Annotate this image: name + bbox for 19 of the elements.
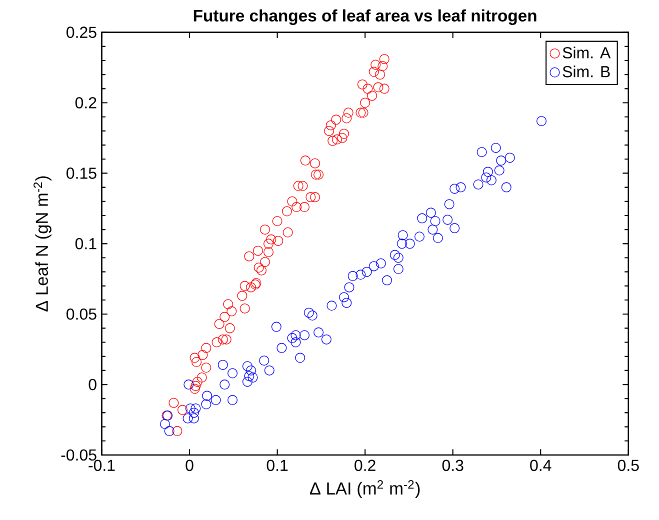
x-tick-label: 0 bbox=[186, 460, 194, 472]
x-tick-label: 0.5 bbox=[618, 460, 639, 472]
x-tick-label: 0.3 bbox=[442, 460, 464, 472]
y-tick-label: -0.05 bbox=[61, 449, 96, 461]
y-axis-title: Δ Leaf N (gN m$^{-2}$) bbox=[34, 176, 52, 312]
x-tick-label: -0.1 bbox=[88, 460, 115, 472]
y-tick-label: 0.25 bbox=[66, 26, 96, 38]
y-tick-label: 0.15 bbox=[66, 168, 96, 179]
chart-title: Future changes of leaf area vs leaf nitrogen bbox=[194, 9, 536, 25]
x-axis-title: Δ LAI (m$^{2}$ m$^{-2}$) bbox=[310, 480, 420, 498]
x-tick-label: 0.1 bbox=[266, 460, 288, 472]
y-tick-label: 0.05 bbox=[66, 308, 96, 320]
y-tick-label: 0.1 bbox=[75, 238, 96, 250]
x-tick-label: 0.2 bbox=[354, 460, 376, 472]
y-tick-label: 0 bbox=[88, 378, 96, 390]
legend-label: Sim. B bbox=[562, 66, 610, 78]
legend-label: Sim. A bbox=[562, 46, 611, 58]
x-tick-label: 0.4 bbox=[530, 460, 552, 472]
y-tick-label: 0.2 bbox=[75, 97, 96, 108]
